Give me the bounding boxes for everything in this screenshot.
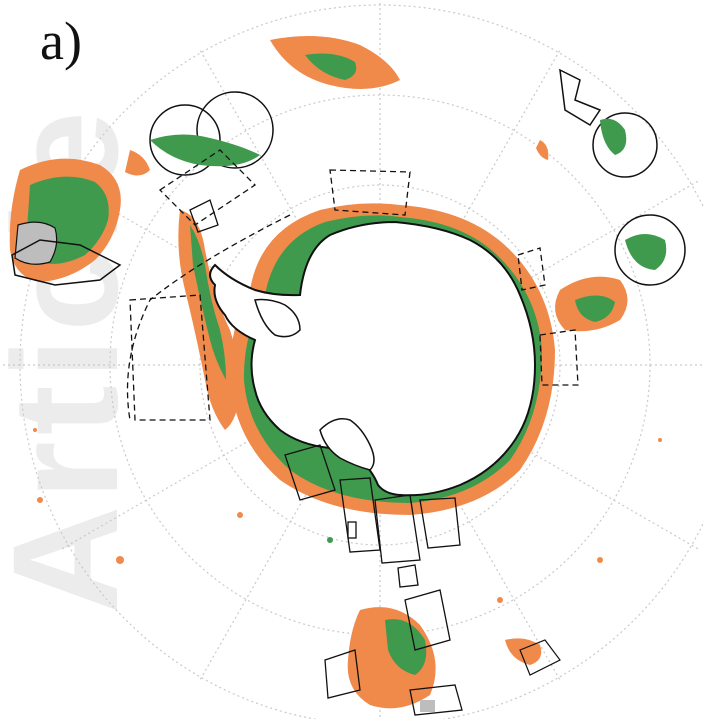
kerguelen-region <box>536 68 658 178</box>
tasmania-outline <box>519 639 561 676</box>
panel-label: a) <box>40 11 82 71</box>
ross-ice-shelf <box>319 418 375 471</box>
scotia-box-dashed <box>158 149 257 226</box>
scattered-patches <box>33 428 662 603</box>
nz-green <box>385 619 427 675</box>
tasmania-region <box>505 638 561 676</box>
tasmania-orange <box>505 638 542 665</box>
scotia-orange <box>125 150 150 176</box>
kerguelen-orange <box>536 140 549 160</box>
weddell-ice-shelf <box>254 298 301 338</box>
patch-orange-1 <box>37 497 43 503</box>
pacific-box-small <box>347 521 357 539</box>
west-arc-dashed <box>126 214 291 421</box>
scotia-circle-2 <box>196 91 274 169</box>
pacific-box-5 <box>397 564 419 588</box>
north-box <box>329 169 411 216</box>
kerguelen-outline <box>559 68 602 127</box>
patch-orange-6 <box>658 438 662 442</box>
west-box <box>129 294 211 421</box>
south-america-gray <box>14 221 58 265</box>
new-zealand-region <box>324 589 463 716</box>
atlantic-islands <box>270 36 400 89</box>
south-america-outline <box>11 239 122 286</box>
pacific-box-4 <box>419 497 461 549</box>
patch-orange-3 <box>237 512 243 518</box>
east-box-1 <box>517 247 546 291</box>
peninsula-green <box>190 225 226 380</box>
nz-box-1 <box>324 649 361 699</box>
nz-gray <box>420 700 435 712</box>
drake-scotia-region <box>125 91 274 233</box>
south-america-region <box>9 158 122 286</box>
crozet-region <box>555 214 686 332</box>
east-box-2 <box>539 329 579 386</box>
pacific-box-1 <box>284 444 336 501</box>
pacific-box-3 <box>374 494 421 564</box>
antarctica-coastline <box>209 220 537 497</box>
patch-orange-4 <box>497 597 503 603</box>
east-dashed-boxes <box>126 169 579 421</box>
crozet-circle <box>614 214 686 286</box>
patch-green-1 <box>327 537 333 543</box>
patch-orange-2 <box>116 556 124 564</box>
pacific-boxes <box>284 444 461 588</box>
antarctica <box>209 220 537 497</box>
crozet-green-2 <box>575 295 615 322</box>
patch-orange-5 <box>597 557 603 563</box>
scotia-green <box>150 134 260 167</box>
atlantic-green <box>305 53 357 80</box>
kerguelen-green <box>600 118 627 155</box>
crozet-green <box>625 234 667 270</box>
kerguelen-circle <box>592 112 658 178</box>
georgia-box <box>189 199 219 233</box>
nz-box-2 <box>404 589 451 651</box>
patch-orange-7 <box>33 428 37 432</box>
nz-box-3 <box>409 684 463 716</box>
